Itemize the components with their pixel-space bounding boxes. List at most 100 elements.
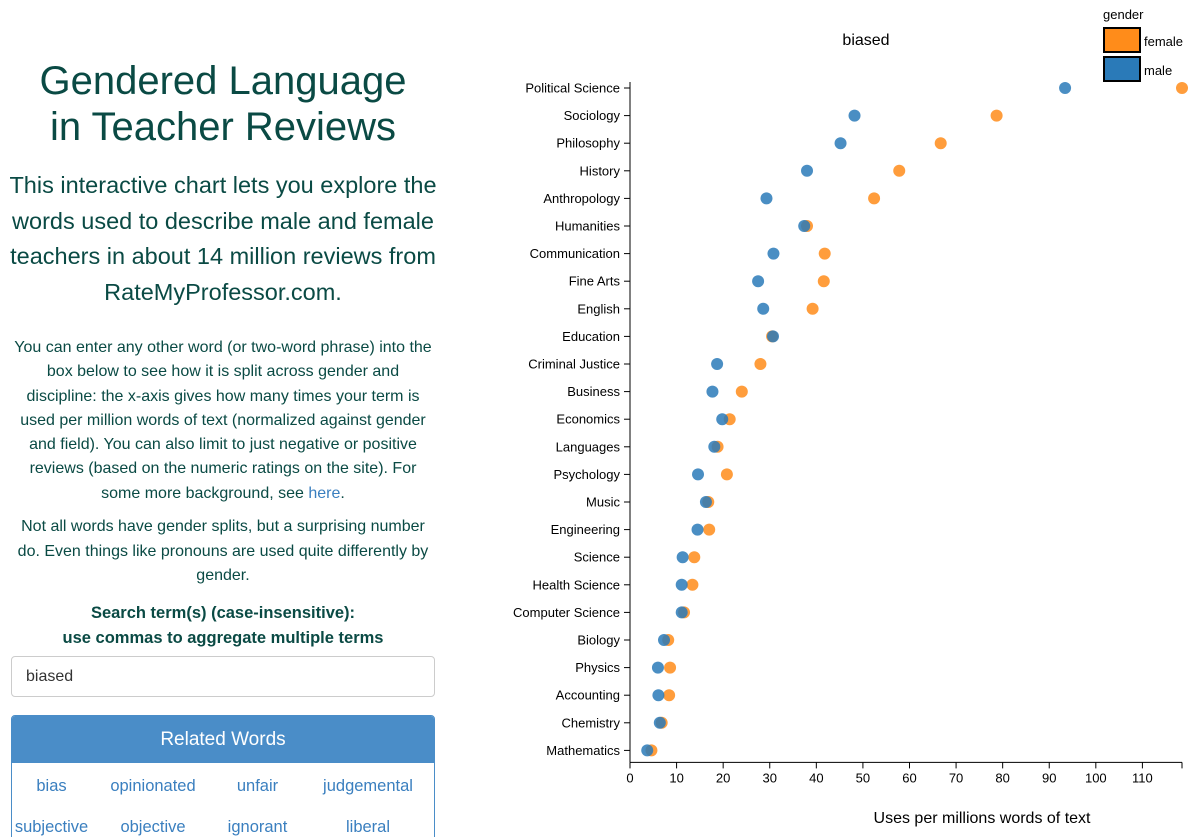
- y-tick-label: English: [577, 301, 620, 316]
- legend-label-female: female: [1144, 34, 1183, 49]
- data-point-male: [651, 661, 664, 674]
- y-tick-label: Philosophy: [556, 136, 620, 151]
- data-point-female: [720, 468, 733, 481]
- data-point-female: [1176, 82, 1188, 94]
- y-tick-label: Anthropology: [543, 191, 620, 206]
- x-tick-label: 100: [1085, 770, 1107, 785]
- legend-swatch-female[interactable]: [1103, 27, 1141, 53]
- data-point-male: [658, 634, 671, 646]
- y-tick-label: Economics: [556, 412, 620, 427]
- data-point-male: [752, 275, 765, 288]
- y-tick-label: Accounting: [556, 688, 620, 703]
- y-tick-label: Humanities: [555, 219, 621, 234]
- related-word[interactable]: judgemental: [323, 777, 413, 795]
- related-word[interactable]: subjective: [14, 818, 89, 836]
- related-words-header: Related Words: [12, 716, 434, 763]
- related-word[interactable]: liberal: [345, 818, 391, 836]
- related-word[interactable]: bias: [36, 777, 67, 795]
- x-tick-label: 0: [626, 770, 633, 785]
- x-tick-label: 10: [669, 770, 683, 785]
- data-point-female: [990, 109, 1003, 122]
- x-tick-label: 50: [856, 770, 870, 785]
- data-point-female: [663, 689, 676, 702]
- legend-label-male: male: [1144, 63, 1172, 78]
- x-tick-label: 30: [763, 770, 777, 785]
- data-point-female: [703, 523, 716, 536]
- legend-title: gender: [1103, 7, 1144, 22]
- data-point-female: [934, 137, 947, 150]
- data-point-female: [754, 358, 767, 370]
- data-point-male: [699, 496, 712, 508]
- page-title-line1: Gendered Language: [39, 59, 407, 103]
- data-point-female: [868, 192, 881, 205]
- data-point-male: [757, 302, 770, 315]
- x-tick-label: 80: [995, 770, 1009, 785]
- y-tick-label: Languages: [556, 439, 621, 454]
- intro-text: This interactive chart lets you explore …: [9, 172, 437, 305]
- x-tick-label: 40: [809, 770, 823, 785]
- description-text: You can enter any other word (or two-wor…: [10, 336, 436, 506]
- y-tick-label: Health Science: [533, 577, 620, 592]
- y-tick-label: Political Science: [525, 81, 620, 96]
- data-point-male: [711, 358, 724, 370]
- y-tick-label: Psychology: [554, 467, 621, 482]
- legend: gender female male: [1103, 7, 1183, 82]
- page-title: Gendered Language in Teacher Reviews: [0, 58, 446, 150]
- related-word[interactable]: objective: [120, 818, 186, 836]
- data-point-male: [834, 137, 847, 150]
- data-point-male: [653, 716, 666, 729]
- x-tick-label: 20: [716, 770, 730, 785]
- description-end: .: [340, 484, 345, 502]
- y-tick-label: History: [580, 163, 621, 178]
- legend-swatch-male[interactable]: [1103, 56, 1141, 82]
- search-input[interactable]: [11, 656, 435, 697]
- y-tick-label: Engineering: [551, 522, 620, 537]
- data-point-male: [675, 578, 688, 591]
- y-tick-label: Business: [567, 384, 620, 399]
- data-point-male: [692, 468, 705, 481]
- data-point-female: [735, 385, 748, 398]
- data-point-male: [801, 164, 814, 177]
- chart-title: biased: [842, 32, 889, 49]
- x-axis-title: Uses per millions words of text: [874, 810, 1092, 827]
- x-tick-label: 90: [1042, 770, 1056, 785]
- data-point-male: [716, 413, 729, 426]
- data-point-female: [806, 302, 819, 315]
- y-tick-label: Fine Arts: [569, 274, 621, 289]
- data-point-male: [641, 744, 654, 757]
- background-link[interactable]: here: [308, 484, 341, 502]
- related-word[interactable]: unfair: [236, 777, 279, 795]
- data-point-male: [767, 247, 780, 260]
- note-text: Not all words have gender splits, but a …: [17, 518, 429, 584]
- left-panel: Gendered Language in Teacher Reviews Thi…: [0, 0, 446, 837]
- y-tick-label: Music: [586, 495, 620, 510]
- related-words-panel: Related Words bias opinionated unfair ju…: [11, 715, 435, 837]
- data-point-male: [652, 689, 665, 702]
- data-point-female: [817, 275, 830, 288]
- y-tick-label: Physics: [575, 660, 620, 675]
- data-point-male: [767, 330, 780, 343]
- y-tick-label: Chemistry: [561, 715, 620, 730]
- search-label-line1: Search term(s) (case-insensitive):: [90, 604, 356, 622]
- data-point-female: [664, 661, 677, 674]
- related-word[interactable]: opinionated: [110, 777, 196, 795]
- x-tick-label: 70: [949, 770, 963, 785]
- data-point-female: [686, 578, 699, 591]
- data-point-male: [676, 551, 689, 564]
- data-point-male: [708, 440, 721, 453]
- data-point-female: [893, 164, 906, 177]
- data-point-male: [706, 385, 719, 398]
- dot-plot-chart: biased gender female male Political Scie…: [513, 7, 1188, 827]
- related-word[interactable]: ignorant: [227, 818, 288, 836]
- y-tick-label: Mathematics: [546, 743, 620, 758]
- data-point-male: [798, 220, 811, 232]
- data-point-female: [688, 551, 701, 564]
- search-label: Search term(s) (case-insensitive): use c…: [10, 601, 436, 650]
- x-tick-label: 60: [902, 770, 916, 785]
- x-tick-label: 110: [1132, 770, 1153, 785]
- data-point-male: [1059, 82, 1072, 94]
- data-point-male: [760, 192, 773, 205]
- description-body: You can enter any other word (or two-wor…: [14, 339, 432, 502]
- data-point-male: [691, 523, 704, 536]
- search-label-line2: use commas to aggregate multiple terms: [62, 628, 384, 647]
